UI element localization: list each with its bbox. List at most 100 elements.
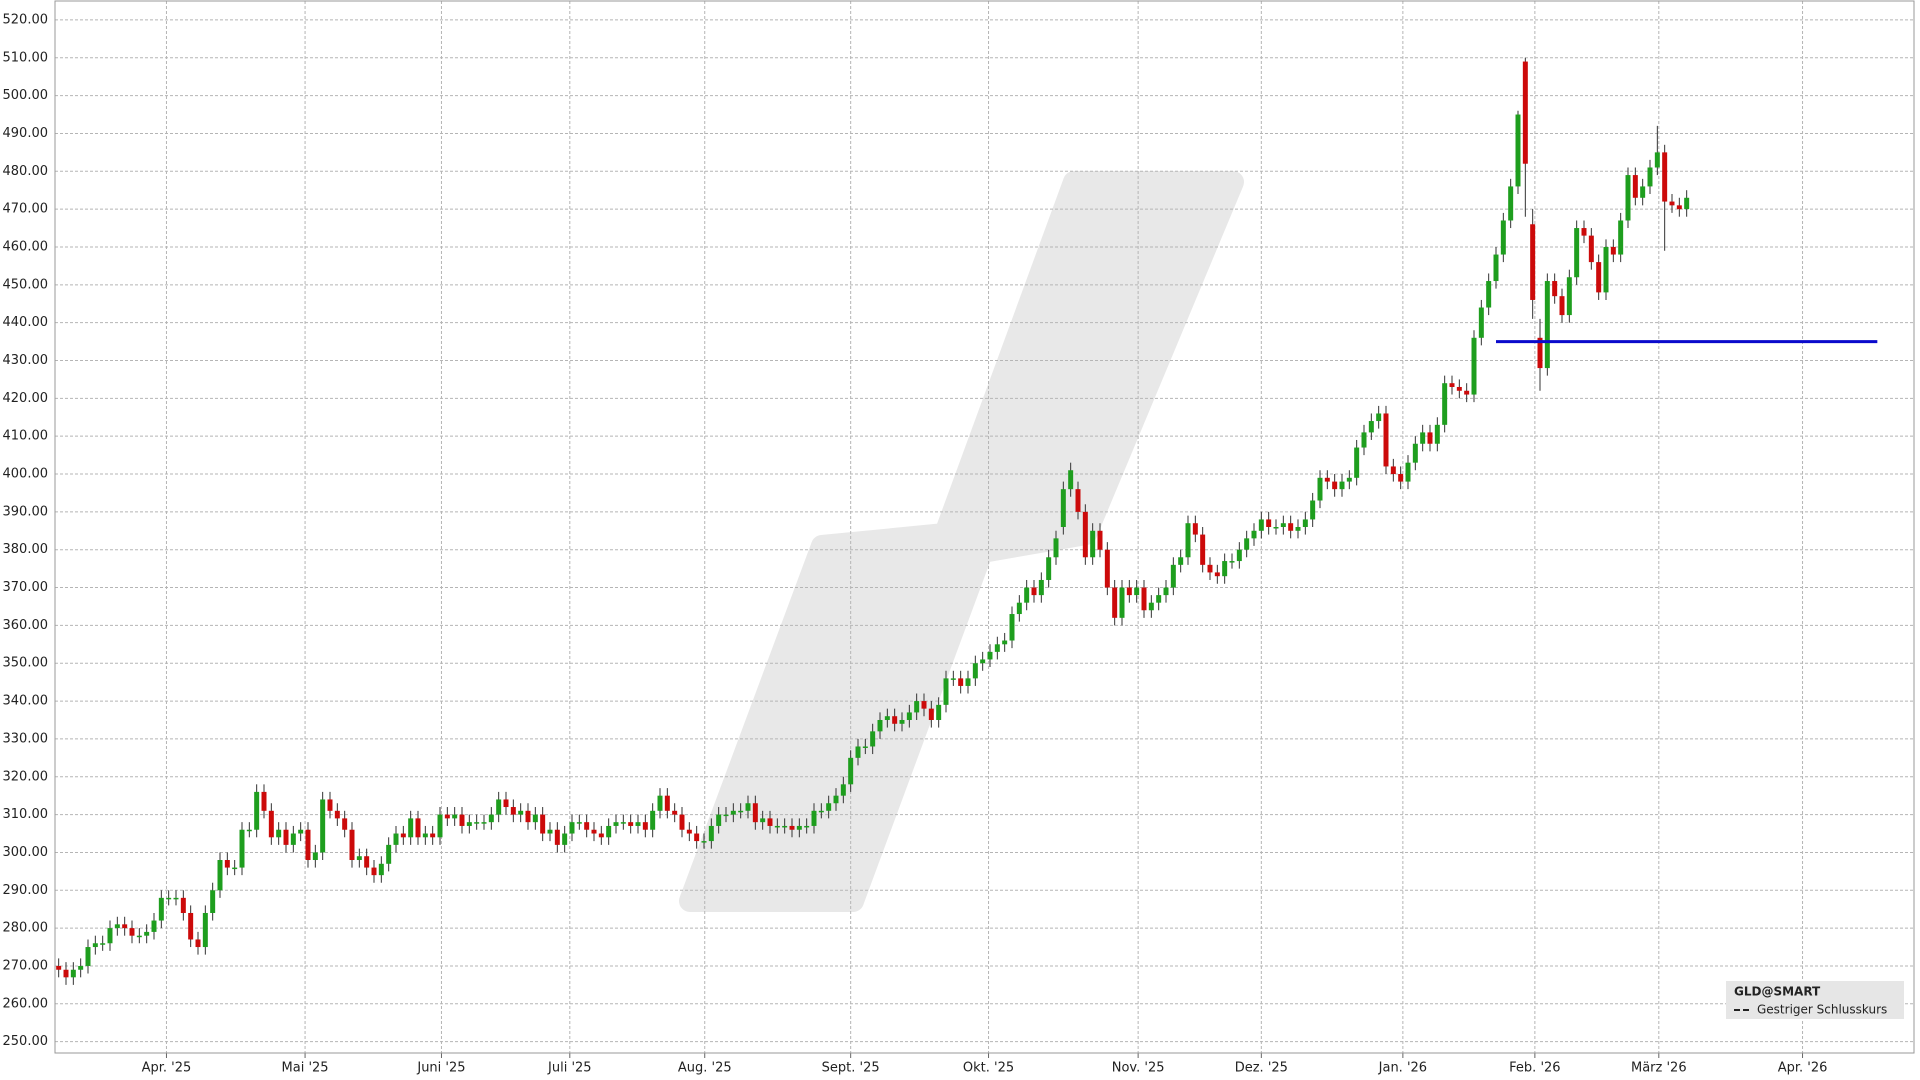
candle-body bbox=[723, 814, 729, 817]
x-tick-label: Nov. '25 bbox=[1112, 1061, 1165, 1076]
candle-body bbox=[862, 746, 868, 748]
x-tick-label: Juni '25 bbox=[416, 1061, 465, 1076]
candle-body bbox=[78, 965, 84, 970]
candle-body bbox=[283, 829, 289, 845]
candle-body bbox=[173, 897, 179, 900]
candle-body bbox=[936, 704, 942, 720]
candle-body bbox=[144, 931, 150, 936]
candle-body bbox=[510, 807, 516, 815]
candle-body bbox=[1009, 614, 1015, 641]
candle-body bbox=[1500, 220, 1506, 255]
candle-body bbox=[1031, 587, 1037, 596]
candle-body bbox=[1339, 481, 1345, 490]
y-tick-label: 450.00 bbox=[3, 277, 49, 292]
candle-body bbox=[1053, 538, 1059, 558]
candle-body bbox=[1405, 462, 1411, 482]
candle-body bbox=[1134, 587, 1140, 596]
y-tick-label: 350.00 bbox=[3, 656, 49, 671]
candle-body bbox=[408, 818, 414, 838]
x-tick-label: Apr. '26 bbox=[1778, 1061, 1828, 1076]
y-tick-label: 490.00 bbox=[3, 126, 49, 141]
candle-body bbox=[1376, 413, 1382, 422]
candle-body bbox=[1442, 383, 1448, 425]
candle-body bbox=[1302, 519, 1308, 527]
candle-body bbox=[1368, 421, 1374, 433]
candle-body bbox=[598, 833, 604, 838]
candle-body bbox=[1676, 205, 1682, 210]
candle-body bbox=[129, 928, 135, 936]
candle-body bbox=[965, 678, 971, 686]
candle-body bbox=[1229, 561, 1235, 563]
candle-body bbox=[1090, 530, 1096, 558]
candle-body bbox=[1493, 254, 1499, 282]
candle-body bbox=[276, 829, 282, 838]
candle-body bbox=[114, 924, 120, 929]
candle-body bbox=[994, 644, 1000, 652]
x-tick-label: März '26 bbox=[1631, 1061, 1687, 1076]
candle-body bbox=[1654, 152, 1660, 168]
candle-body bbox=[745, 803, 751, 811]
candle-body bbox=[452, 814, 458, 819]
candle-body bbox=[224, 860, 230, 868]
candle-body bbox=[972, 663, 978, 679]
candle-body bbox=[1640, 186, 1646, 198]
y-tick-label: 300.00 bbox=[3, 845, 49, 860]
candle-body bbox=[1354, 447, 1360, 478]
candle-body bbox=[1317, 477, 1323, 501]
candle-body bbox=[642, 822, 648, 830]
candle-body bbox=[1581, 228, 1587, 236]
candle-body bbox=[672, 810, 678, 815]
candle-body bbox=[738, 810, 744, 813]
candle-body bbox=[884, 716, 890, 720]
candle-body bbox=[591, 829, 597, 834]
candle-body bbox=[1170, 564, 1176, 588]
candle-body bbox=[85, 947, 91, 966]
candle-body bbox=[1112, 587, 1118, 618]
y-tick-label: 310.00 bbox=[3, 807, 49, 822]
candle-body bbox=[290, 833, 296, 845]
candle-body bbox=[1148, 602, 1154, 611]
candle-body bbox=[1346, 477, 1352, 482]
x-tick-label: Okt. '25 bbox=[963, 1061, 1014, 1076]
candle-body bbox=[554, 829, 560, 845]
candle-body bbox=[1420, 432, 1426, 444]
candle-body bbox=[635, 822, 641, 826]
y-tick-label: 440.00 bbox=[3, 315, 49, 330]
candle-body bbox=[1427, 432, 1433, 444]
x-tick-label: Apr. '25 bbox=[142, 1061, 192, 1076]
candle-body bbox=[987, 651, 993, 660]
candle-body bbox=[496, 799, 502, 815]
candle-body bbox=[312, 852, 318, 861]
candle-body bbox=[811, 810, 817, 826]
candle-body bbox=[430, 833, 436, 838]
x-tick-label: Dez. '25 bbox=[1235, 1061, 1288, 1076]
candle-body bbox=[1552, 281, 1558, 297]
x-tick-label: Jan. '26 bbox=[1378, 1061, 1427, 1076]
candle-body bbox=[1478, 307, 1484, 338]
y-tick-label: 360.00 bbox=[3, 618, 49, 633]
candle-body bbox=[254, 791, 260, 830]
candle-body bbox=[1398, 474, 1404, 482]
candle-body bbox=[92, 943, 98, 948]
candle-body bbox=[371, 867, 377, 876]
candle-body bbox=[789, 825, 795, 830]
candle-body bbox=[70, 969, 76, 978]
candle-body bbox=[342, 818, 348, 830]
candle-body bbox=[1456, 386, 1462, 391]
legend-title: GLD@SMART bbox=[1734, 985, 1821, 999]
y-tick-label: 260.00 bbox=[3, 996, 49, 1011]
legend-box bbox=[1726, 981, 1904, 1019]
candle-body bbox=[899, 719, 905, 724]
candle-body bbox=[782, 825, 788, 828]
candle-body bbox=[1449, 383, 1455, 387]
candle-body bbox=[232, 867, 238, 870]
candle-body bbox=[664, 795, 670, 811]
candle-body bbox=[1464, 390, 1470, 395]
candle-body bbox=[1200, 534, 1206, 565]
candle-body bbox=[1141, 587, 1147, 611]
candle-body bbox=[540, 814, 546, 834]
candle-body bbox=[1126, 587, 1132, 596]
candle-body bbox=[906, 712, 912, 720]
candle-body bbox=[921, 701, 927, 709]
y-tick-label: 340.00 bbox=[3, 694, 49, 709]
